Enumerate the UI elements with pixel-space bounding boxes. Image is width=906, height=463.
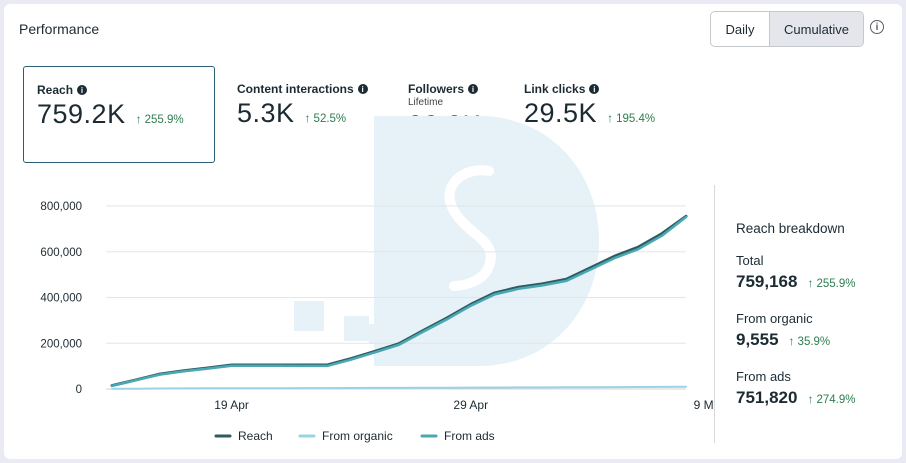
metric-label: Content interactions — [237, 82, 354, 96]
metric-value: 29.5K — [524, 98, 598, 128]
breakdown-change: 35.9% — [797, 336, 831, 348]
metric-value: 759.2K — [37, 99, 126, 129]
legend-label: From organic — [322, 429, 393, 443]
series-line-from-ads — [110, 215, 688, 388]
metric-value: 5.3K — [237, 98, 295, 128]
view-toggle: Daily Cumulative — [710, 11, 865, 47]
x-tick-label: 9 May — [694, 398, 714, 412]
metric-link-clicks[interactable]: Link clicks i 29.5K ↑ 195.4% — [524, 82, 655, 129]
breakdown-change: 274.9% — [816, 394, 856, 406]
info-icon[interactable]: i — [357, 84, 368, 94]
metric-change: 195.4% — [616, 113, 656, 125]
divider — [714, 185, 715, 443]
breakdown-label: From organic — [736, 311, 813, 326]
breakdown-change: 255.9% — [816, 278, 856, 290]
arrow-up-icon: ↑ — [807, 276, 814, 290]
metric-change: 255.9% — [144, 114, 184, 126]
breakdown-ads: From ads 751,820 ↑ 274.9% — [736, 369, 855, 408]
metric-label: Reach — [37, 83, 74, 97]
breakdown-label: From ads — [736, 369, 791, 384]
cumulative-button[interactable]: Cumulative — [769, 12, 864, 46]
y-tick-label: 0 — [76, 384, 82, 396]
breakdown-organic: From organic 9,555 ↑ 35.9% — [736, 311, 830, 350]
y-tick-label: 200,000 — [40, 338, 82, 350]
series-line-reach — [110, 214, 688, 388]
y-tick-label: 600,000 — [40, 247, 82, 259]
breakdown-value: 9,555 — [736, 330, 779, 349]
page-title: Performance — [19, 21, 100, 37]
watermark-logo — [294, 116, 599, 366]
daily-button[interactable]: Daily — [725, 21, 755, 37]
arrow-up-icon: ↑ — [788, 334, 795, 348]
arrow-up-icon: ↑ — [807, 392, 814, 406]
y-tick-label: 800,000 — [40, 201, 82, 213]
metric-sublabel: Lifetime — [408, 97, 444, 108]
arrow-up-icon: ↑ — [607, 111, 614, 125]
performance-card: Performance Daily Cumulative i Reach i 75… — [4, 4, 902, 459]
metric-label: Followers — [408, 82, 465, 96]
legend-label: Reach — [238, 429, 273, 443]
breakdown-label: Total — [736, 253, 764, 268]
arrow-up-icon: ↑ — [135, 112, 142, 126]
metric-reach[interactable]: Reach i 759.2K ↑ 255.9% — [23, 66, 215, 163]
breakdown-title: Reach breakdown — [736, 221, 845, 236]
info-icon[interactable]: i — [870, 20, 884, 34]
x-tick-label: 29 Apr — [453, 398, 488, 412]
breakdown-total: Total 759,168 ↑ 255.9% — [736, 253, 855, 292]
legend-label: From ads — [444, 429, 495, 443]
breakdown-value: 759,168 — [736, 272, 798, 291]
info-icon[interactable]: i — [589, 84, 600, 94]
reach-chart: 0 200,000 400,000 600,000 800,000 19 Apr 29 Ap… — [40, 201, 714, 443]
x-tick-label: 19 Apr — [214, 398, 249, 412]
metric-change: 52.5% — [313, 113, 347, 125]
metric-label: Link clicks — [524, 82, 586, 96]
y-tick-label: 400,000 — [40, 293, 82, 305]
arrow-up-icon: ↑ — [304, 111, 311, 125]
info-icon[interactable]: i — [77, 85, 88, 95]
info-icon[interactable]: i — [468, 84, 479, 94]
series-line-from-organic — [111, 385, 687, 390]
breakdown-value: 751,820 — [736, 388, 798, 407]
metric-content-interactions[interactable]: Content interactions i 5.3K ↑ 52.5% — [237, 82, 368, 129]
